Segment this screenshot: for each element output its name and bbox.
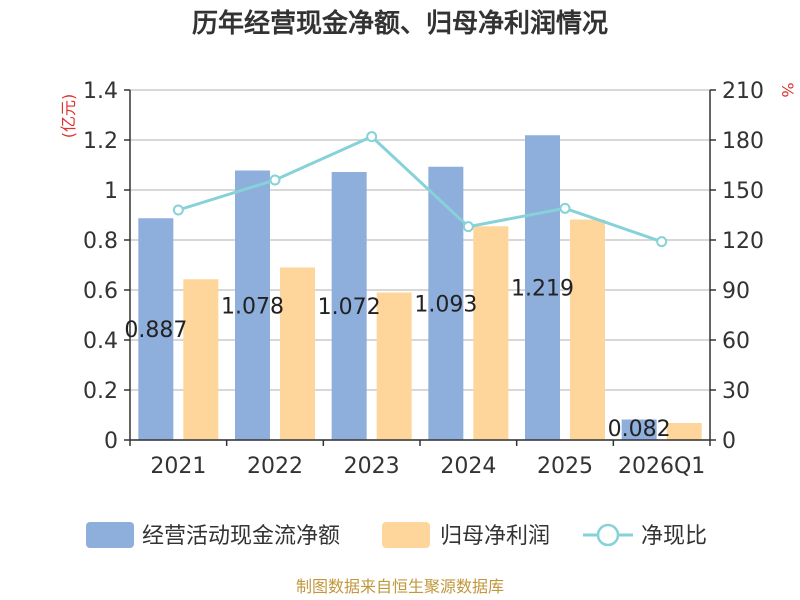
left-tick-label: 0.8	[83, 229, 118, 254]
bar-net-profit	[666, 423, 702, 440]
bar-net-profit	[280, 267, 315, 440]
bar-operating-cash-flow	[525, 135, 560, 440]
legend-swatch-ratio-marker	[596, 523, 620, 547]
ratio-point	[172, 204, 184, 216]
x-tick-label: 2022	[247, 454, 303, 479]
axes: 0 0.2 0.4 0.6 0.8 1 1.2 1.4 0 30 60 90 120 150 180 210 2…	[83, 79, 764, 479]
bar-operating-cash-flow	[235, 170, 270, 440]
bar-operating-cash-flow	[331, 172, 367, 440]
bar-net-profit	[570, 219, 605, 440]
right-tick-label: 30	[722, 379, 750, 404]
right-tick-label: 0	[722, 429, 736, 454]
legend-label: 净现比	[641, 524, 707, 549]
left-tick-label: 0.4	[83, 329, 118, 354]
bar-operating-cash-flow	[428, 166, 464, 440]
x-tick-label: 2021	[150, 454, 206, 479]
data-label: 1.078	[221, 294, 284, 319]
ratio-line	[177, 134, 663, 244]
right-tick-label: 90	[722, 279, 750, 304]
data-label: 0.887	[124, 318, 187, 343]
left-tick-label: 0.6	[83, 279, 118, 304]
bar-operating-cash-flow	[138, 218, 174, 440]
chart-title: 历年经营现金净额、归母净利润情况	[192, 8, 608, 39]
x-tick-label: 2023	[344, 454, 400, 479]
right-tick-label: 210	[722, 79, 764, 104]
legend-label: 归母净利润	[440, 524, 550, 549]
gridlines	[130, 89, 710, 441]
legend-swatch-net-profit	[382, 522, 430, 548]
bar-net-profit	[473, 226, 509, 440]
legend-label: 经营活动现金流净额	[142, 524, 340, 549]
x-tick-label: 2026Q1	[618, 454, 705, 479]
data-labels: 0.887 1.078 1.072 1.093 1.219 0.082	[124, 277, 670, 442]
right-tick-label: 120	[722, 229, 764, 254]
ratio-point	[656, 236, 668, 248]
left-tick-label: 0	[104, 429, 118, 454]
left-tick-label: 0.2	[83, 379, 118, 404]
ratio-line-group	[172, 131, 668, 248]
data-label: 1.072	[318, 295, 381, 320]
data-label: 1.093	[414, 292, 477, 317]
right-tick-label: 150	[722, 179, 764, 204]
right-tick-label: 60	[722, 329, 750, 354]
left-axis-unit: (亿元)	[59, 94, 78, 139]
ratio-point	[559, 202, 571, 214]
data-label: 1.219	[511, 277, 574, 302]
ratio-point	[366, 131, 378, 143]
x-tick-label: 2024	[440, 454, 496, 479]
ratio-point	[462, 221, 474, 233]
legend: 经营活动现金流净额 归母净利润 净现比	[86, 522, 707, 549]
left-tick-label: 1	[104, 179, 118, 204]
bar-net-profit	[376, 292, 412, 440]
left-tick-label: 1.4	[83, 79, 118, 104]
legend-swatch-cash-flow	[86, 522, 134, 548]
right-tick-label: 180	[722, 129, 764, 154]
bar-net-profit	[183, 279, 219, 440]
bar-operating-cash-flow	[621, 419, 657, 440]
bar-group	[138, 135, 702, 440]
right-axis-unit: %	[778, 82, 797, 97]
data-label: 0.082	[608, 417, 671, 442]
ratio-point	[269, 174, 281, 186]
source-note: 制图数据来自恒生聚源数据库	[296, 577, 504, 596]
x-tick-label: 2025	[537, 454, 593, 479]
left-tick-label: 1.2	[83, 129, 118, 154]
